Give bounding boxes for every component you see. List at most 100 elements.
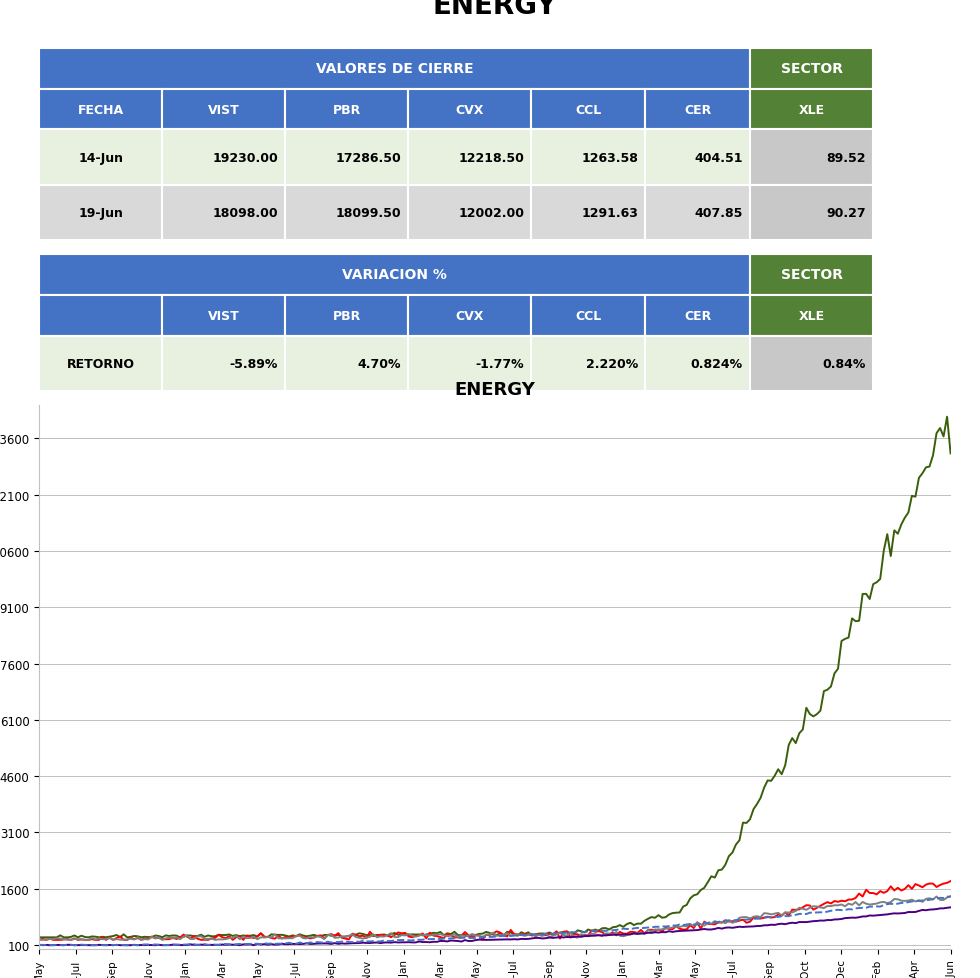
Text: 19-Jun: 19-Jun: [78, 206, 123, 219]
CER: [945, 891, 956, 903]
Bar: [409, 130, 531, 186]
Bar: [531, 89, 645, 130]
CVX: [906, 894, 918, 906]
Text: 17286.50: 17286.50: [335, 152, 401, 164]
Text: PBR: PBR: [332, 309, 361, 323]
CVX: [416, 929, 428, 941]
Bar: [39, 130, 163, 186]
Text: CER: CER: [684, 104, 711, 116]
Bar: [39, 336, 163, 391]
Text: CCL: CCL: [575, 309, 602, 323]
Bar: [645, 89, 750, 130]
Bar: [285, 130, 409, 186]
CER: [414, 934, 425, 946]
Line: CCL: CCL: [39, 908, 951, 945]
Bar: [750, 130, 873, 186]
Bar: [285, 336, 409, 391]
Bar: [39, 89, 163, 130]
Title: ENERGY: ENERGY: [455, 380, 535, 398]
Line: CER: CER: [39, 897, 951, 945]
Text: ENERGY: ENERGY: [432, 0, 558, 21]
Bar: [409, 89, 531, 130]
CER: [142, 939, 154, 951]
PBR: [33, 934, 45, 946]
Text: 18098.00: 18098.00: [213, 206, 278, 219]
PBR: [142, 933, 154, 945]
PBR: [768, 911, 780, 923]
PBR: [903, 879, 914, 891]
Text: 12218.50: 12218.50: [459, 152, 524, 164]
Bar: [645, 186, 750, 241]
CVX: [167, 933, 178, 945]
Bar: [163, 186, 285, 241]
Bar: [645, 295, 750, 336]
Text: VIST: VIST: [208, 104, 240, 116]
CCL: [945, 902, 956, 913]
Line: PBR: PBR: [39, 881, 951, 940]
Bar: [531, 295, 645, 336]
Text: XLE: XLE: [799, 309, 825, 323]
VIST: [142, 931, 154, 943]
Bar: [750, 49, 873, 89]
VIST: [768, 771, 780, 782]
Text: 1291.63: 1291.63: [581, 206, 638, 219]
Text: 2.220%: 2.220%: [586, 358, 638, 371]
Text: 90.27: 90.27: [826, 206, 866, 219]
VIST: [903, 508, 914, 519]
Bar: [285, 186, 409, 241]
CVX: [146, 931, 158, 943]
Text: CCL: CCL: [575, 104, 602, 116]
Text: 1263.58: 1263.58: [581, 152, 638, 164]
CCL: [416, 936, 428, 948]
Text: CVX: CVX: [456, 104, 484, 116]
CVX: [37, 934, 49, 946]
CCL: [906, 907, 918, 918]
VIST: [945, 448, 956, 460]
Text: SECTOR: SECTOR: [781, 268, 843, 282]
Line: VIST: VIST: [39, 418, 951, 937]
Bar: [750, 89, 873, 130]
PBR: [945, 875, 956, 887]
Bar: [163, 89, 285, 130]
VIST: [164, 930, 175, 942]
CVX: [945, 890, 956, 902]
Bar: [531, 336, 645, 391]
CCL: [772, 918, 784, 930]
Line: CVX: CVX: [39, 896, 951, 940]
Bar: [531, 130, 645, 186]
Text: SECTOR: SECTOR: [781, 62, 843, 76]
VIST: [414, 928, 425, 940]
CCL: [420, 936, 432, 948]
Bar: [750, 254, 873, 295]
Text: 12002.00: 12002.00: [458, 206, 524, 219]
CCL: [37, 939, 49, 951]
Text: XLE: XLE: [799, 104, 825, 116]
Bar: [285, 89, 409, 130]
CVX: [33, 934, 45, 946]
CER: [33, 939, 45, 951]
CER: [941, 891, 953, 903]
CCL: [167, 939, 178, 951]
Text: -5.89%: -5.89%: [229, 358, 278, 371]
CCL: [146, 939, 158, 951]
Text: 14-Jun: 14-Jun: [78, 152, 123, 164]
Text: 0.824%: 0.824%: [691, 358, 743, 371]
PBR: [416, 928, 428, 940]
Bar: [39, 295, 163, 336]
CVX: [772, 907, 784, 918]
CER: [164, 939, 175, 951]
Text: FECHA: FECHA: [77, 104, 123, 116]
CER: [903, 896, 914, 908]
Text: CER: CER: [684, 309, 711, 323]
Bar: [163, 336, 285, 391]
Bar: [750, 186, 873, 241]
Text: 89.52: 89.52: [826, 152, 866, 164]
Text: 19230.00: 19230.00: [213, 152, 278, 164]
Bar: [285, 295, 409, 336]
Text: CVX: CVX: [456, 309, 484, 323]
CER: [416, 934, 428, 946]
Bar: [750, 336, 873, 391]
Text: -1.77%: -1.77%: [475, 358, 524, 371]
Bar: [39, 49, 750, 89]
VIST: [941, 412, 953, 423]
